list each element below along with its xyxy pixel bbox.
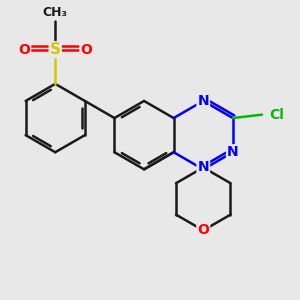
Text: O: O xyxy=(18,43,30,57)
Text: O: O xyxy=(80,43,92,57)
Text: N: N xyxy=(197,160,209,175)
Text: Cl: Cl xyxy=(269,108,284,122)
Text: N: N xyxy=(197,94,209,108)
Text: CH₃: CH₃ xyxy=(43,6,68,19)
Text: O: O xyxy=(197,224,209,237)
Text: S: S xyxy=(50,42,61,57)
Text: N: N xyxy=(227,145,239,159)
